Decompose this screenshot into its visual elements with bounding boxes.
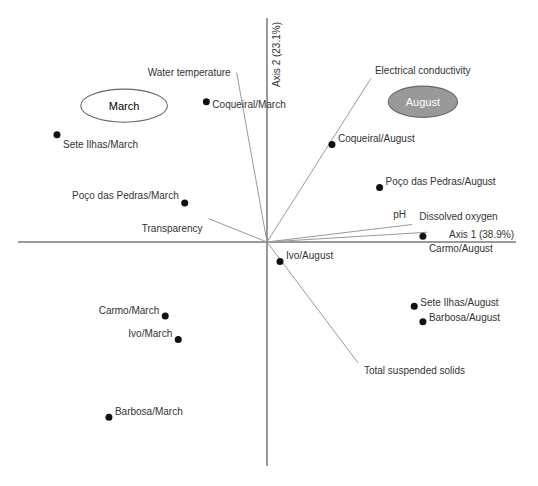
svg-text:Ivo/March: Ivo/March [128,328,172,339]
svg-text:Carmo/March: Carmo/March [99,305,160,316]
svg-text:Axis 2 (23.1%): Axis 2 (23.1%) [271,22,282,87]
svg-text:March: March [109,100,140,112]
svg-text:pH: pH [393,209,406,220]
svg-text:Barbosa/March: Barbosa/March [115,406,183,417]
svg-text:Coqueiral/August: Coqueiral/August [338,133,415,144]
svg-text:August: August [406,96,440,108]
svg-text:Poço das Pedras/August: Poço das Pedras/August [386,176,496,187]
svg-text:Electrical conductivity: Electrical conductivity [375,65,471,76]
svg-text:Coqueiral/March: Coqueiral/March [212,99,285,110]
svg-text:Sete Ilhas/August: Sete Ilhas/August [420,297,499,308]
svg-text:Water temperature: Water temperature [148,67,231,78]
svg-text:Total suspended solids: Total suspended solids [364,365,465,376]
svg-text:Sete Ilhas/March: Sete Ilhas/March [63,139,138,150]
svg-text:Carmo/August: Carmo/August [429,243,493,254]
svg-text:Ivo/August: Ivo/August [286,250,333,261]
svg-text:Axis 1 (38.9%): Axis 1 (38.9%) [449,229,514,240]
svg-text:Transparency: Transparency [142,223,203,234]
svg-text:Dissolved oxygen: Dissolved oxygen [419,211,497,222]
svg-text:Poço das Pedras/March: Poço das Pedras/March [72,190,179,201]
svg-text:Barbosa/August: Barbosa/August [429,312,500,323]
